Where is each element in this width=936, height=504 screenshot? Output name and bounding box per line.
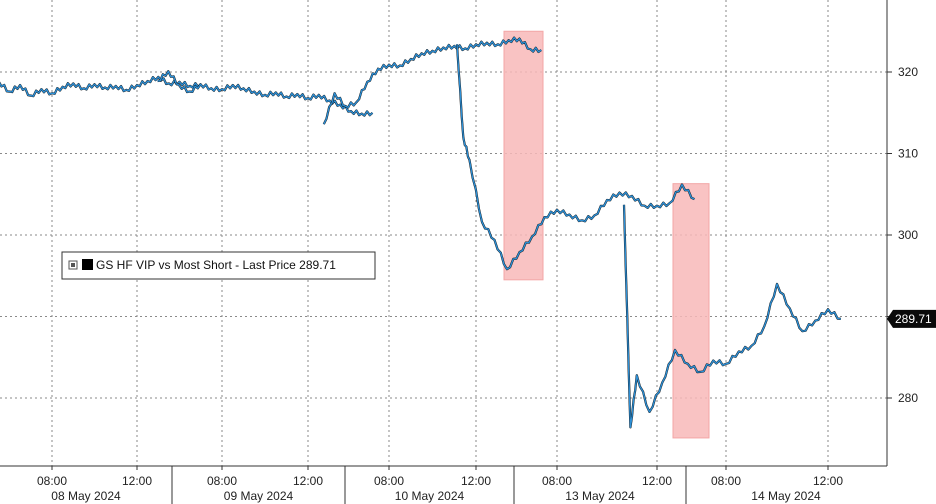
y-tick-label: 300	[898, 228, 918, 242]
series-line-1	[0, 76, 202, 97]
series-line-3	[323, 36, 542, 125]
last-price-badge-shape	[887, 309, 936, 328]
date-label: 09 May 2024	[224, 489, 294, 503]
grid-lines	[0, 0, 887, 466]
date-label: 13 May 2024	[565, 489, 635, 503]
y-tick-label: 280	[898, 391, 918, 405]
date-label: 14 May 2024	[751, 489, 821, 503]
x-tick-label: 08:00	[711, 474, 741, 488]
series-line-2-shadow	[157, 70, 374, 117]
x-tick-label: 08:00	[207, 474, 237, 488]
legend: GS HF VIP vs Most Short - Last Price 289…	[61, 251, 376, 280]
date-label: 10 May 2024	[395, 489, 465, 503]
series-line-4	[456, 44, 695, 270]
x-tick-label: 08:00	[374, 474, 404, 488]
y-tick-label: 320	[898, 65, 918, 79]
price-series	[0, 36, 841, 429]
y-tick-label: 310	[898, 147, 918, 161]
last-price-badge: 289.71	[887, 309, 936, 328]
x-tick-label: 12:00	[122, 474, 152, 488]
x-tick-label: 12:00	[293, 474, 323, 488]
legend-label: GS HF VIP vs Most Short - Last Price 289…	[96, 258, 336, 272]
date-label: 08 May 2024	[51, 489, 121, 503]
legend-box	[61, 251, 376, 280]
legend-toggle-dot-icon	[71, 263, 75, 267]
series-line-5	[623, 204, 841, 428]
x-tick-label: 12:00	[813, 474, 843, 488]
highlight-regions	[503, 30, 710, 439]
last-price-label: 289.71	[895, 312, 932, 326]
highlight-region	[672, 183, 710, 439]
x-tick-label: 08:00	[542, 474, 572, 488]
x-tick-label: 12:00	[642, 474, 672, 488]
x-tick-label: 12:00	[461, 474, 491, 488]
legend-swatch-icon	[82, 259, 93, 270]
highlight-region	[503, 30, 544, 281]
series-line-2	[157, 70, 373, 117]
x-tick-label: 08:00	[37, 474, 67, 488]
